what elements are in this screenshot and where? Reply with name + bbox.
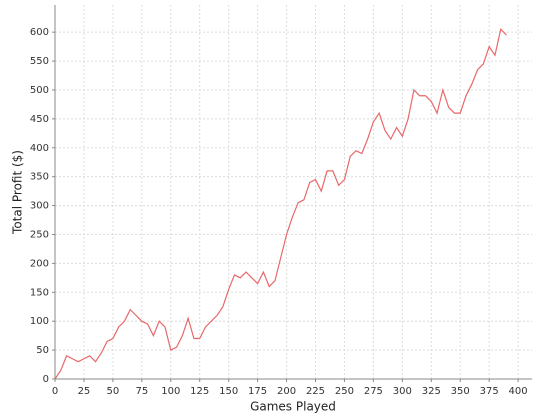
y-tick-label: 300 [30,201,49,212]
x-tick-label: 175 [248,386,267,397]
x-tick-label: 100 [161,386,180,397]
x-tick-label: 75 [135,386,148,397]
x-tick-label: 375 [480,386,499,397]
y-tick-label: 350 [30,172,49,183]
x-tick-label: 25 [78,386,91,397]
x-tick-label: 350 [451,386,470,397]
data-line [54,28,507,380]
x-tick-label: 225 [306,386,325,397]
x-tick-label: 300 [393,386,412,397]
x-tick-label: 50 [107,386,120,397]
y-tick-label: 0 [43,374,49,385]
x-tick-label: 200 [277,386,296,397]
y-tick-label: 500 [30,85,49,96]
y-tick-label: 200 [30,258,49,269]
x-tick-label: 125 [190,386,209,397]
x-tick-label: 325 [422,386,441,397]
x-tick-label: 150 [219,386,238,397]
y-tick-label: 450 [30,114,49,125]
x-tick-label: 275 [364,386,383,397]
y-tick-label: 250 [30,229,49,240]
x-tick-label: 0 [52,386,58,397]
y-tick-label: 50 [36,345,49,356]
y-tick-label: 400 [30,143,49,154]
x-tick-label: 400 [509,386,528,397]
y-tick-label: 100 [30,316,49,327]
x-axis-title: Games Played [250,400,336,414]
y-tick-label: 550 [30,56,49,67]
y-axis-title: Total Profit ($) [11,150,25,235]
y-tick-label: 600 [30,27,49,38]
x-tick-label: 250 [335,386,354,397]
y-tick-label: 150 [30,287,49,298]
